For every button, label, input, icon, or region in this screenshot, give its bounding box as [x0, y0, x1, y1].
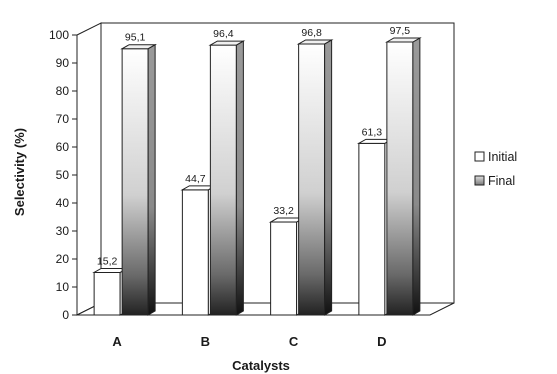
x-tick-label: C [289, 334, 299, 349]
data-label: 96,8 [301, 27, 322, 39]
bar-side [412, 37, 421, 316]
y-tick-label: 40 [56, 196, 70, 210]
bar-front [181, 189, 209, 316]
bar-front [386, 41, 414, 316]
data-label: 97,5 [390, 25, 411, 37]
data-label: 15,2 [97, 255, 118, 267]
y-tick-label: 0 [62, 308, 69, 322]
bars: 15,2 95,1 44,7 96,4 33,2 96,8 61,3 97,5 [92, 25, 422, 316]
y-axis-ticks: 0 10 20 30 40 50 60 70 80 90 100 [49, 28, 77, 322]
data-label: 61,3 [362, 126, 383, 138]
bar-final-d: 97,5 [384, 25, 422, 316]
x-tick-label: D [377, 334, 386, 349]
bar-side [147, 43, 156, 316]
bar-top [384, 37, 422, 43]
y-tick-label: 30 [56, 224, 70, 238]
y-tick-label: 20 [56, 252, 70, 266]
y-tick-label: 70 [56, 112, 70, 126]
bar-side [324, 39, 333, 316]
data-label: 44,7 [185, 173, 206, 185]
data-label: 96,4 [213, 28, 234, 40]
bar-final-b: 96,4 [208, 28, 246, 316]
bar-front [270, 221, 298, 316]
x-axis-title: Catalysts [232, 358, 290, 373]
y-tick-label: 50 [56, 168, 70, 182]
bar-final-c: 96,8 [296, 27, 334, 316]
x-tick-label: A [112, 334, 122, 349]
bar-top [296, 39, 334, 45]
bar-final-a: 95,1 [120, 32, 158, 316]
y-tick-label: 60 [56, 140, 70, 154]
bar-front [298, 43, 326, 316]
bar-front [358, 142, 386, 316]
x-tick-label: B [201, 334, 210, 349]
y-tick-label: 10 [56, 280, 70, 294]
data-label: 95,1 [125, 32, 146, 44]
y-tick-label: 80 [56, 84, 70, 98]
y-tick-label: 100 [49, 28, 69, 42]
bar-front [93, 271, 121, 316]
bar-front [209, 44, 237, 316]
y-tick-label: 90 [56, 56, 70, 70]
bar-side [235, 40, 244, 316]
data-label: 33,2 [273, 205, 294, 217]
legend-label-initial: Initial [488, 150, 517, 164]
legend: Initial Final [474, 150, 517, 188]
x-axis-labels: A B C D [112, 334, 386, 349]
legend-swatch-initial [474, 151, 485, 162]
bar-front [121, 48, 149, 316]
y-axis-title: Selectivity (%) [12, 128, 27, 216]
bar-top [120, 44, 158, 50]
bar-top [208, 40, 246, 46]
legend-label-final: Final [488, 174, 515, 188]
legend-swatch-final [474, 175, 485, 186]
